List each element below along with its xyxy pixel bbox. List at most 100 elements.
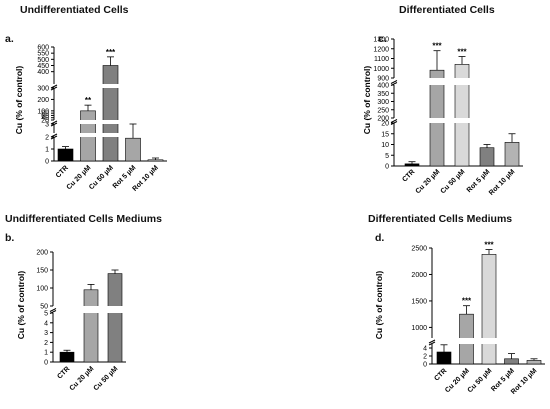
axis-break [50, 133, 58, 138]
category-label: Rot 5 µM [466, 168, 492, 194]
bar-break [102, 84, 119, 88]
tick-label: 0 [44, 360, 48, 367]
tick-label: 300 [377, 99, 389, 106]
tick-label: 60 [41, 113, 49, 120]
tick-label: 50 [40, 304, 48, 311]
tick-label: 350 [377, 91, 389, 98]
axis-break [390, 121, 398, 125]
y-axis-label-c: Cu (% of control) [362, 66, 372, 135]
significance-mark: *** [457, 48, 467, 57]
tick-label: 20 [41, 118, 49, 125]
tick-label: 100 [36, 286, 48, 293]
axis-break [428, 341, 436, 346]
tick-label: 1300 [373, 37, 389, 44]
tick-label: 0 [385, 164, 389, 171]
chart-d: 024 1000 1500 2000 2500 Cu (% of control) CTR *… [374, 241, 545, 396]
panel-d-letter: d. [375, 232, 385, 244]
bar-b-2 [107, 273, 123, 363]
category-label: CTR [55, 164, 70, 179]
bar-break [80, 133, 96, 137]
tick-label: 550 [37, 51, 49, 58]
tick-label: 0 [45, 159, 49, 166]
bar-a-4 [147, 159, 164, 162]
bar-c-0 [404, 163, 420, 167]
significance-mark: ** [85, 96, 92, 105]
tick-label: 4 [44, 320, 48, 327]
panel-a-title: Undifferentiated Cells [20, 4, 129, 16]
tick-label: 20 [381, 121, 389, 128]
bar-d-4 [526, 360, 542, 365]
axis-break [50, 120, 58, 125]
tick-label: 500 [37, 57, 49, 64]
tick-label: 300 [37, 86, 49, 93]
y-axis-label-a: Cu (% of control) [14, 66, 24, 135]
axis-break [428, 339, 436, 344]
category-label: CTR [401, 168, 416, 183]
category-label: Cu 20 µM [69, 365, 96, 392]
bar-d-0 [436, 351, 452, 365]
tick-label: 250 [377, 107, 389, 114]
tick-label: 100 [37, 108, 49, 115]
significance-mark: *** [484, 241, 494, 250]
bar-a-2 [102, 65, 119, 162]
axis-break [49, 310, 57, 314]
tick-label: 1200 [373, 46, 389, 53]
significance-mark: *** [106, 48, 116, 57]
tick-label: 2000 [411, 272, 427, 279]
tick-label: 200 [37, 97, 49, 104]
y-axis-label-b: Cu (% of control) [16, 271, 26, 340]
tick-label: 10 [381, 142, 389, 149]
bar-b-1 [83, 289, 99, 363]
tick-label: 900 [377, 76, 389, 83]
category-label: Cu 20 µM [415, 168, 442, 195]
tick-label: 3 [45, 122, 49, 129]
bar-break [102, 133, 119, 137]
axis-break [390, 82, 398, 86]
tick-label: 1000 [411, 325, 427, 332]
tick-label: 1 [44, 350, 48, 357]
tick-label: 4 [423, 346, 427, 353]
category-label: Cu 50 µM [88, 164, 115, 191]
axis-break [50, 86, 58, 91]
tick-label: 0 [423, 362, 427, 369]
bar-break [454, 78, 470, 85]
category-label: CTR [433, 367, 448, 382]
tick-label: 150 [36, 268, 48, 275]
tick-label: 450 [37, 63, 49, 70]
tick-label: 2 [44, 340, 48, 347]
bar-c-3 [479, 147, 495, 167]
bar-break [80, 120, 96, 124]
axis-break [50, 135, 58, 140]
bar-c-4 [504, 142, 520, 167]
tick-label: 1000 [373, 66, 389, 73]
tick-label: 2 [45, 135, 49, 142]
bar-break [481, 338, 497, 344]
y-axis-label-d: Cu (% of control) [374, 271, 384, 340]
axis-break [390, 119, 398, 123]
bar-break [107, 306, 123, 313]
tick-label: 200 [36, 250, 48, 257]
bar-b-0 [59, 351, 75, 363]
panel-d-title: Differentiated Cells Mediums [368, 213, 513, 225]
category-label: CTR [56, 365, 71, 380]
significance-mark: *** [432, 42, 442, 51]
category-label: Rot 10 µM [488, 168, 517, 197]
tick-label: 600 [37, 45, 49, 52]
axis-break [390, 80, 398, 84]
axis-break [50, 84, 58, 89]
axis-break [49, 308, 57, 312]
panel-c-letter: c. [378, 33, 387, 45]
tick-label: 5 [385, 153, 389, 160]
tick-label: 200 [377, 116, 389, 123]
bar-a-0 [57, 148, 74, 162]
bar-d-2 [481, 254, 497, 365]
tick-label: 15 [381, 131, 389, 138]
tick-label: 80 [41, 111, 49, 118]
tick-label: 1500 [411, 298, 427, 305]
bar-a-3 [125, 137, 141, 162]
